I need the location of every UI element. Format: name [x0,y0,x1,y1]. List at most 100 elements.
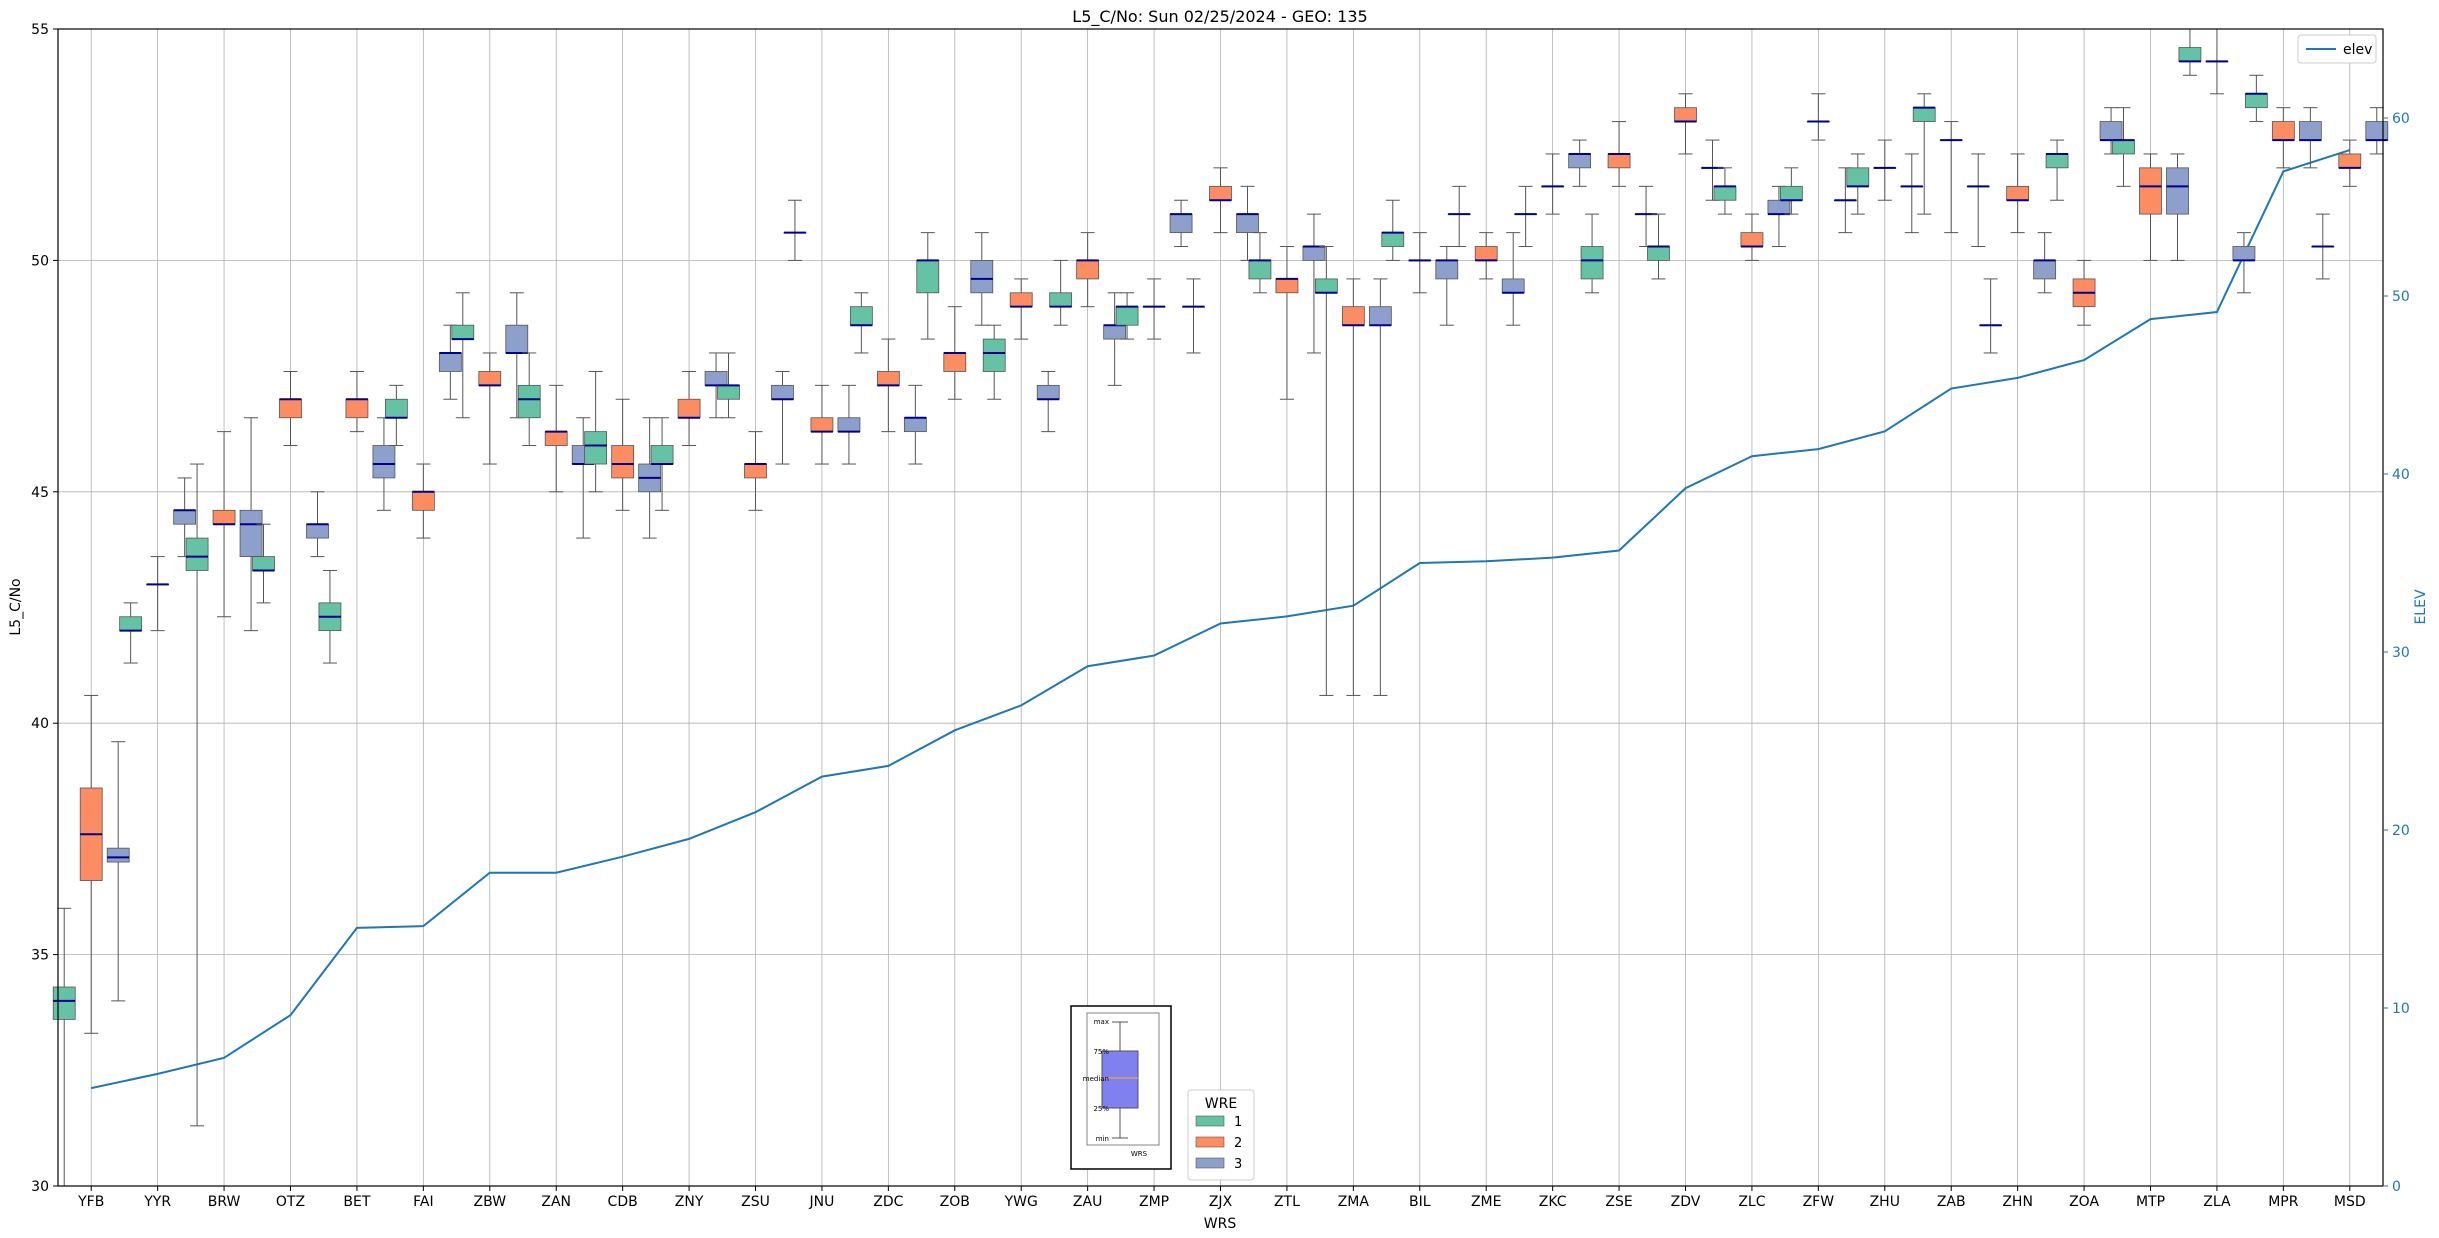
x-tick-label: ZJX [1209,1194,1233,1210]
box-key-illustration: max 75% median 25% min WRS [1070,1005,1172,1170]
y2-tick-label: 60 [2392,111,2410,127]
box-iqr [1076,259,1100,280]
box-group [318,569,342,664]
box-group [1939,121,1963,234]
box-key-box [1101,1050,1139,1109]
box-iqr [1381,232,1405,247]
box-group [2271,107,2295,169]
box-iqr [810,417,834,433]
box-group [1447,185,1471,248]
x-tick-label: ZMP [1139,1194,1169,1210]
box-iqr [1779,185,1803,201]
wre-legend-swatch-2 [1195,1136,1225,1148]
box-iqr [837,417,861,433]
x-axis-label: WRS [1204,1216,1237,1232]
box-iqr [185,537,209,571]
box-iqr [584,431,608,465]
box-group [970,232,994,326]
box-group [2033,232,2057,294]
box-group [1568,139,1592,187]
box-iqr [1713,185,1737,201]
y-axis-ticks: 30 35 40 45 50 55 [31,22,58,1195]
chart-title: L5_C/No: Sun 02/25/2024 - GEO: 135 [1072,7,1367,27]
box-iqr [239,509,263,557]
x-tick-label: ZFW [1803,1194,1835,1210]
box-group [1236,185,1259,261]
box-group [1713,167,1737,215]
box-iqr [2033,259,2057,280]
x-tick-label: MPR [2268,1194,2299,1210]
y2-axis-label: ELEV [2413,589,2429,624]
x-tick-label: ZHN [2002,1194,2033,1210]
box-iqr [451,324,475,340]
box-iqr [704,371,728,386]
box-group [876,338,900,433]
box-group [1248,232,1272,294]
x-tick-label: ZTL [1274,1194,1300,1210]
box-group [1607,121,1631,187]
box-group [1275,246,1299,400]
x-tick-label: MTP [2136,1194,2165,1210]
box-group [638,417,662,539]
y2-tick-label: 40 [2392,467,2410,483]
box-iqr [1103,324,1127,340]
box-iqr [252,556,275,571]
wre-legend: WRE 1 2 3 [1187,1089,1255,1181]
x-tick-label: ZOA [2069,1194,2099,1210]
box-group [438,324,462,400]
box-group [2311,213,2335,280]
x-tick-label: ZOB [940,1194,970,1210]
box-group [478,352,502,465]
box-key-caption: WRS [1131,1150,1148,1158]
x-tick-label: ZME [1471,1194,1502,1210]
box-group [611,398,635,511]
box-plot-layer [52,28,2389,1187]
box-iqr [2365,121,2389,141]
box-group [744,431,767,511]
box-group [119,602,143,664]
box-group [2178,28,2202,76]
wre-legend-swatch-1 [1195,1115,1225,1127]
box-iqr [1209,185,1232,201]
box-group [2365,107,2389,155]
box-iqr [2166,167,2189,215]
x-tick-label: ZBW [474,1194,507,1210]
box-group [1049,259,1073,326]
box-group [2006,153,2030,234]
x-tick-label: ZMA [1338,1194,1370,1210]
box-iqr [611,445,635,479]
box-iqr [2298,121,2322,141]
x-tick-label: YFB [77,1194,104,1210]
x-tick-label: ZSU [741,1194,770,1210]
box-iqr [1501,278,1525,294]
x-tick-label: ZAU [1073,1194,1102,1210]
x-tick-label: BET [343,1194,370,1210]
x-tick-label: ZAB [1937,1194,1966,1210]
box-iqr [173,509,197,525]
box-group [943,306,967,400]
box-iqr [372,445,396,479]
box-iqr [52,986,76,1020]
box-iqr [1169,213,1193,234]
box-iqr [2112,139,2135,155]
box-group [810,384,834,465]
box-group [212,431,236,618]
box-group [1674,93,1697,155]
box-group [1740,213,1764,261]
box-group [1142,278,1166,340]
box-iqr [916,259,940,294]
box-iqr [1341,306,1365,326]
box-group [1779,167,1803,215]
y-tick-label: 30 [31,1179,49,1195]
box-group [173,477,197,558]
box-group [783,199,807,261]
wre-legend-label-2: 2 [1234,1136,1242,1151]
box-group [384,384,408,447]
box-group [2244,74,2268,123]
box-iqr [345,398,369,419]
box-group [1076,232,1100,308]
x-tick-label: ZDC [873,1194,903,1210]
box-group [1115,292,1139,340]
box-group [1368,278,1392,696]
box-group [451,292,475,419]
